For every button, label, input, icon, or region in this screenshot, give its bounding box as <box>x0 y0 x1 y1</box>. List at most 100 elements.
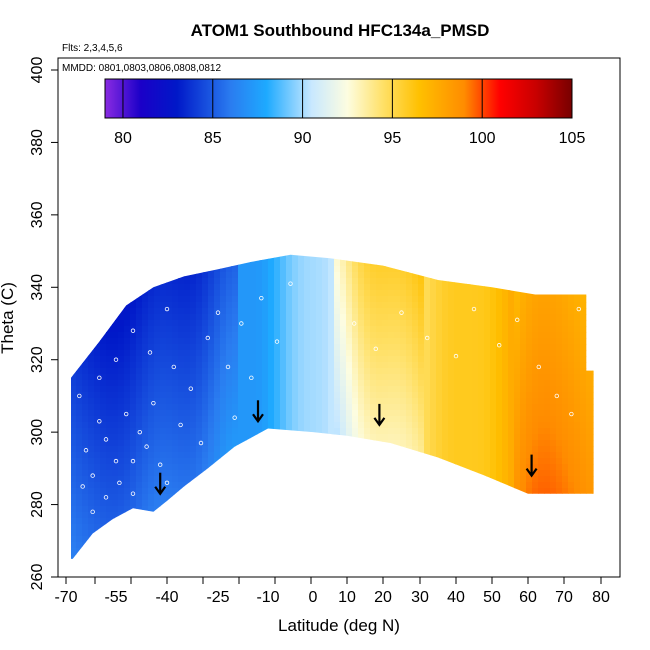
field-cell <box>310 398 317 405</box>
field-cell <box>88 416 95 423</box>
field-cell <box>376 248 383 255</box>
field-cell <box>532 260 539 267</box>
field-cell <box>460 326 467 333</box>
field-cell <box>244 458 251 465</box>
field-cell <box>544 404 551 411</box>
field-cell <box>436 326 443 333</box>
field-cell <box>71 458 77 465</box>
field-cell <box>394 290 401 297</box>
field-cell <box>184 338 191 345</box>
field-cell <box>550 380 557 387</box>
field-cell <box>568 488 575 495</box>
field-cell <box>514 290 521 297</box>
field-cell <box>124 278 131 285</box>
field-cell <box>412 482 419 489</box>
field-cell <box>406 254 413 261</box>
field-cell <box>334 464 341 471</box>
field-cell <box>244 302 251 309</box>
field-cell <box>508 290 515 297</box>
field-cell <box>316 470 323 477</box>
field-cell <box>220 500 227 507</box>
field-cell <box>508 320 515 327</box>
field-cell <box>88 512 95 519</box>
field-cell <box>580 314 587 321</box>
field-cell <box>316 314 323 321</box>
field-cell <box>220 404 227 411</box>
field-cell <box>310 350 317 357</box>
field-cell <box>262 482 269 489</box>
field-cell <box>298 374 305 381</box>
field-cell <box>334 248 341 255</box>
field-cell <box>466 422 473 429</box>
field-cell <box>508 296 515 303</box>
field-cell <box>370 404 377 411</box>
field-cell <box>148 458 155 465</box>
field-cell <box>508 524 515 531</box>
field-cell <box>526 362 533 369</box>
field-cell <box>352 548 359 555</box>
field-cell <box>466 488 473 495</box>
field-cell <box>256 266 263 273</box>
field-cell <box>490 314 497 321</box>
field-cell <box>574 524 581 531</box>
field-cell <box>388 278 395 285</box>
field-cell <box>406 320 413 327</box>
field-cell <box>358 488 365 495</box>
field-cell <box>316 386 323 393</box>
field-cell <box>202 500 209 507</box>
field-cell <box>328 500 335 507</box>
field-cell <box>88 398 95 405</box>
field-cell <box>502 398 509 405</box>
field-cell <box>196 470 203 477</box>
field-cell <box>496 314 503 321</box>
field-cell <box>136 338 143 345</box>
field-cell <box>478 338 485 345</box>
field-cell <box>430 392 437 399</box>
field-cell <box>238 482 245 489</box>
field-cell <box>388 308 395 315</box>
field-cell <box>280 248 287 255</box>
field-cell <box>478 470 485 477</box>
field-cell <box>568 290 575 297</box>
field-cell <box>190 458 197 465</box>
field-cell <box>490 290 497 297</box>
field-cell <box>400 506 407 513</box>
field-cell <box>214 260 221 267</box>
field-cell <box>364 356 371 363</box>
field-cell <box>136 512 143 519</box>
field-cell <box>298 284 305 291</box>
field-cell <box>292 452 299 459</box>
field-cell <box>316 332 323 339</box>
field-cell <box>484 440 491 447</box>
field-cell <box>208 290 215 297</box>
field-cell <box>544 500 551 507</box>
field-cell <box>406 434 413 441</box>
field-cell <box>580 338 587 345</box>
field-cell <box>550 482 557 489</box>
field-cell <box>334 476 341 483</box>
field-cell <box>544 440 551 447</box>
field-cell <box>256 542 263 549</box>
field-cell <box>310 560 317 567</box>
field-cell <box>592 260 594 267</box>
field-cell <box>418 314 425 321</box>
field-cell <box>214 278 221 285</box>
field-cell <box>520 254 527 261</box>
field-cell <box>502 464 509 471</box>
field-cell <box>514 512 521 519</box>
field-cell <box>112 530 119 537</box>
field-cell <box>574 482 581 489</box>
field-cell <box>592 338 594 345</box>
field-cell <box>262 470 269 477</box>
field-cell <box>484 548 491 555</box>
field-cell <box>136 542 143 549</box>
x-tick-label: 20 <box>374 589 392 606</box>
field-cell <box>274 380 281 387</box>
field-cell <box>256 548 263 555</box>
field-cell <box>130 386 137 393</box>
field-cell <box>442 362 449 369</box>
field-cell <box>598 404 605 411</box>
field-cell <box>136 272 143 279</box>
field-cell <box>382 446 389 453</box>
field-cell <box>71 302 77 309</box>
